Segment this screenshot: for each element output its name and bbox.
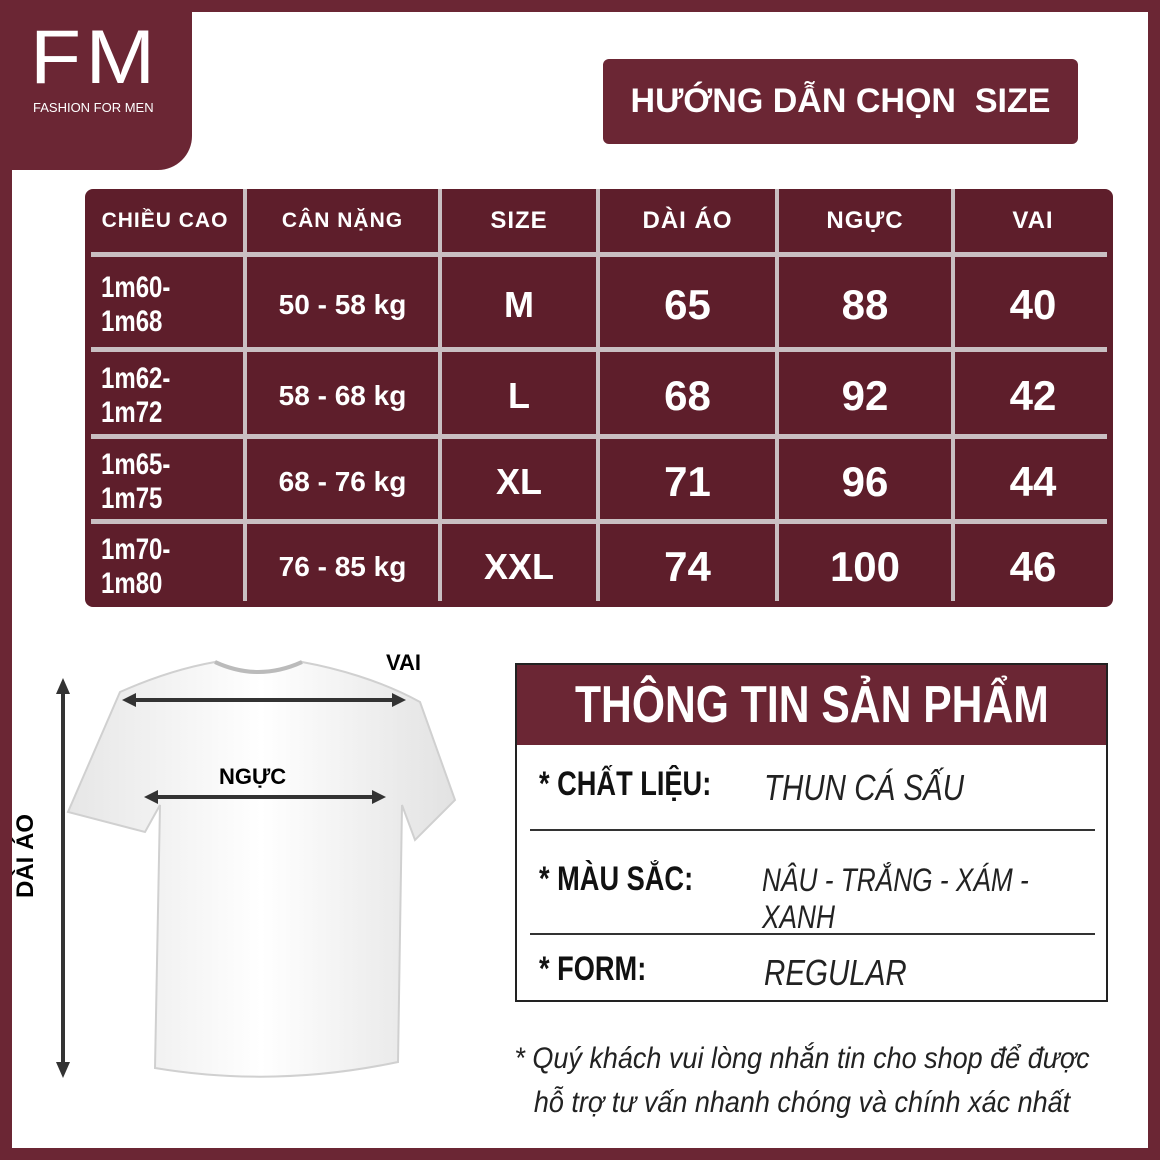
table-cell: 71	[664, 457, 711, 505]
table-cell: 50 - 58 kg	[278, 288, 407, 320]
table-cell: 1m60-1m68	[101, 270, 171, 338]
header-cell: DÀI ÁO	[642, 207, 733, 234]
table-cell: L	[508, 374, 530, 416]
table-cell: 1m62- 1m72	[101, 361, 171, 429]
table-cell: 42	[1009, 371, 1057, 419]
table-cell: 1m65- 1m75	[101, 447, 171, 515]
info-value: REGULAR	[764, 952, 907, 993]
table-cell: 88	[841, 280, 889, 328]
note-line: hỗ trợ tư vấn nhanh chóng và chính xác n…	[533, 1086, 1071, 1119]
table-cell: 76 - 85 kg	[278, 550, 407, 582]
table-cell: 92	[841, 371, 889, 419]
logo: FM FASHION FOR MEN	[12, 12, 192, 170]
header-cell: NGỰC	[826, 207, 904, 234]
header-cell: CÂN NẶNG	[281, 209, 404, 232]
table-cell: 96	[841, 457, 889, 505]
row-divider	[91, 519, 1107, 524]
table-cell: 58 - 68 kg	[278, 379, 407, 411]
header-cell: SIZE	[490, 207, 548, 234]
chest-label: NGỰC	[219, 764, 287, 789]
shoulder-label: VAI	[386, 650, 422, 675]
collar	[214, 660, 303, 674]
info-value: THUN CÁ SẤU	[764, 767, 965, 808]
row-divider	[91, 252, 1107, 257]
info-label: * MÀU SẮC:	[539, 860, 694, 898]
column-divider	[438, 189, 442, 601]
size-table: CHIỀU CAO CÂN NẶNG SIZE DÀI ÁO NGỰC VAI 1m60-1…	[85, 189, 1113, 607]
title: HƯỚNG DẪN CHỌN SIZE	[630, 82, 1051, 120]
logo-mark: FM	[30, 15, 160, 100]
table-cell: M	[504, 283, 534, 325]
column-divider	[243, 189, 247, 601]
info-value: NÂU - TRẮNG - XÁM - XANH	[762, 862, 1029, 935]
table-cell: 1m70- 1m80	[101, 532, 171, 600]
table-cell: 44	[1009, 457, 1057, 505]
info-divider	[530, 933, 1095, 935]
table-cell: 40	[1009, 280, 1057, 328]
column-divider	[775, 189, 779, 601]
info-label: * FORM:	[539, 950, 647, 988]
arrows	[56, 678, 406, 1078]
info-title-text: THÔNG TIN SẢN PHẨM	[574, 676, 1049, 734]
header-cell: VAI	[1012, 207, 1054, 234]
header-cell: CHIỀU CAO	[101, 209, 229, 232]
title-box: HƯỚNG DẪN CHỌN SIZE	[603, 59, 1078, 144]
length-label: DÀI ÁO	[12, 814, 39, 898]
product-info: THÔNG TIN SẢN PHẨM * CHẤT LIỆU: THUN CÁ S…	[515, 663, 1108, 1002]
column-divider	[951, 189, 955, 601]
table-cell: 68	[664, 371, 711, 419]
column-divider	[596, 189, 600, 601]
row-divider	[91, 434, 1107, 439]
table-cell: XXL	[483, 545, 554, 587]
table-cell: 100	[829, 542, 901, 590]
note-line: * Quý khách vui lòng nhắn tin cho shop đ…	[514, 1042, 1090, 1075]
info-label: * CHẤT LIỆU:	[539, 765, 712, 803]
table-cell: 46	[1009, 542, 1057, 590]
table-cell: XL	[495, 460, 542, 502]
logo-tagline: FASHION FOR MEN	[33, 100, 154, 115]
tshirt	[66, 660, 457, 1078]
info-title: THÔNG TIN SẢN PHẨM	[517, 665, 1106, 745]
table-cell: 68 - 76 kg	[278, 465, 407, 497]
table-cell: 74	[664, 542, 711, 590]
table-cell: 65	[664, 280, 711, 328]
info-divider	[530, 829, 1095, 831]
row-divider	[91, 347, 1107, 352]
